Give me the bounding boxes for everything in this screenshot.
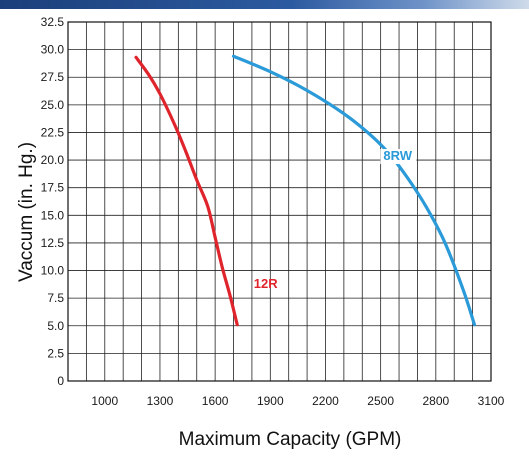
x-tick-label: 1000 — [91, 394, 118, 408]
y-tick-label: 0 — [57, 374, 64, 388]
y-tick-label: 27.5 — [41, 70, 65, 84]
x-tick-label: 2200 — [312, 394, 339, 408]
plot-frame — [67, 21, 492, 382]
x-tick-label: 2500 — [367, 394, 394, 408]
series-label-12r: 12R — [254, 276, 278, 291]
header-band — [0, 0, 529, 9]
y-tick-label: 22.5 — [41, 125, 65, 139]
y-tick-label: 12.5 — [41, 236, 65, 250]
series-layer — [134, 54, 477, 327]
x-tick-label: 3100 — [478, 394, 505, 408]
y-tick-label: 15.0 — [41, 208, 65, 222]
y-tick-label: 20.0 — [41, 153, 65, 167]
y-tick-label: 25.0 — [41, 98, 65, 112]
y-tick-label: 5.0 — [47, 319, 64, 333]
label-layer: 0 2.5 5.0 7.5 10.0 12.5 15.0 17.5 20.0 22.5 25.0 27… — [41, 15, 505, 408]
series-label-backdrop — [380, 149, 417, 165]
y-tick-label: 10.0 — [41, 264, 65, 278]
y-axis-title: Vaccum (in. Hg.) — [16, 142, 37, 282]
x-axis-title: Maximum Capacity (GPM) — [179, 429, 402, 450]
x-tick-label: 1300 — [147, 394, 174, 408]
y-tick-label: 17.5 — [41, 181, 65, 195]
y-tick-label: 32.5 — [41, 15, 65, 29]
x-tick-label: 1600 — [202, 394, 229, 408]
x-tick-label: 2800 — [422, 394, 449, 408]
series-line-12r — [134, 55, 239, 327]
series-label-8rw: 8RW — [383, 148, 412, 163]
y-tick-label: 30.0 — [41, 43, 65, 57]
x-tick-label: 1900 — [257, 394, 284, 408]
y-tick-label: 7.5 — [47, 291, 64, 305]
y-tick-label: 2.5 — [47, 346, 64, 360]
